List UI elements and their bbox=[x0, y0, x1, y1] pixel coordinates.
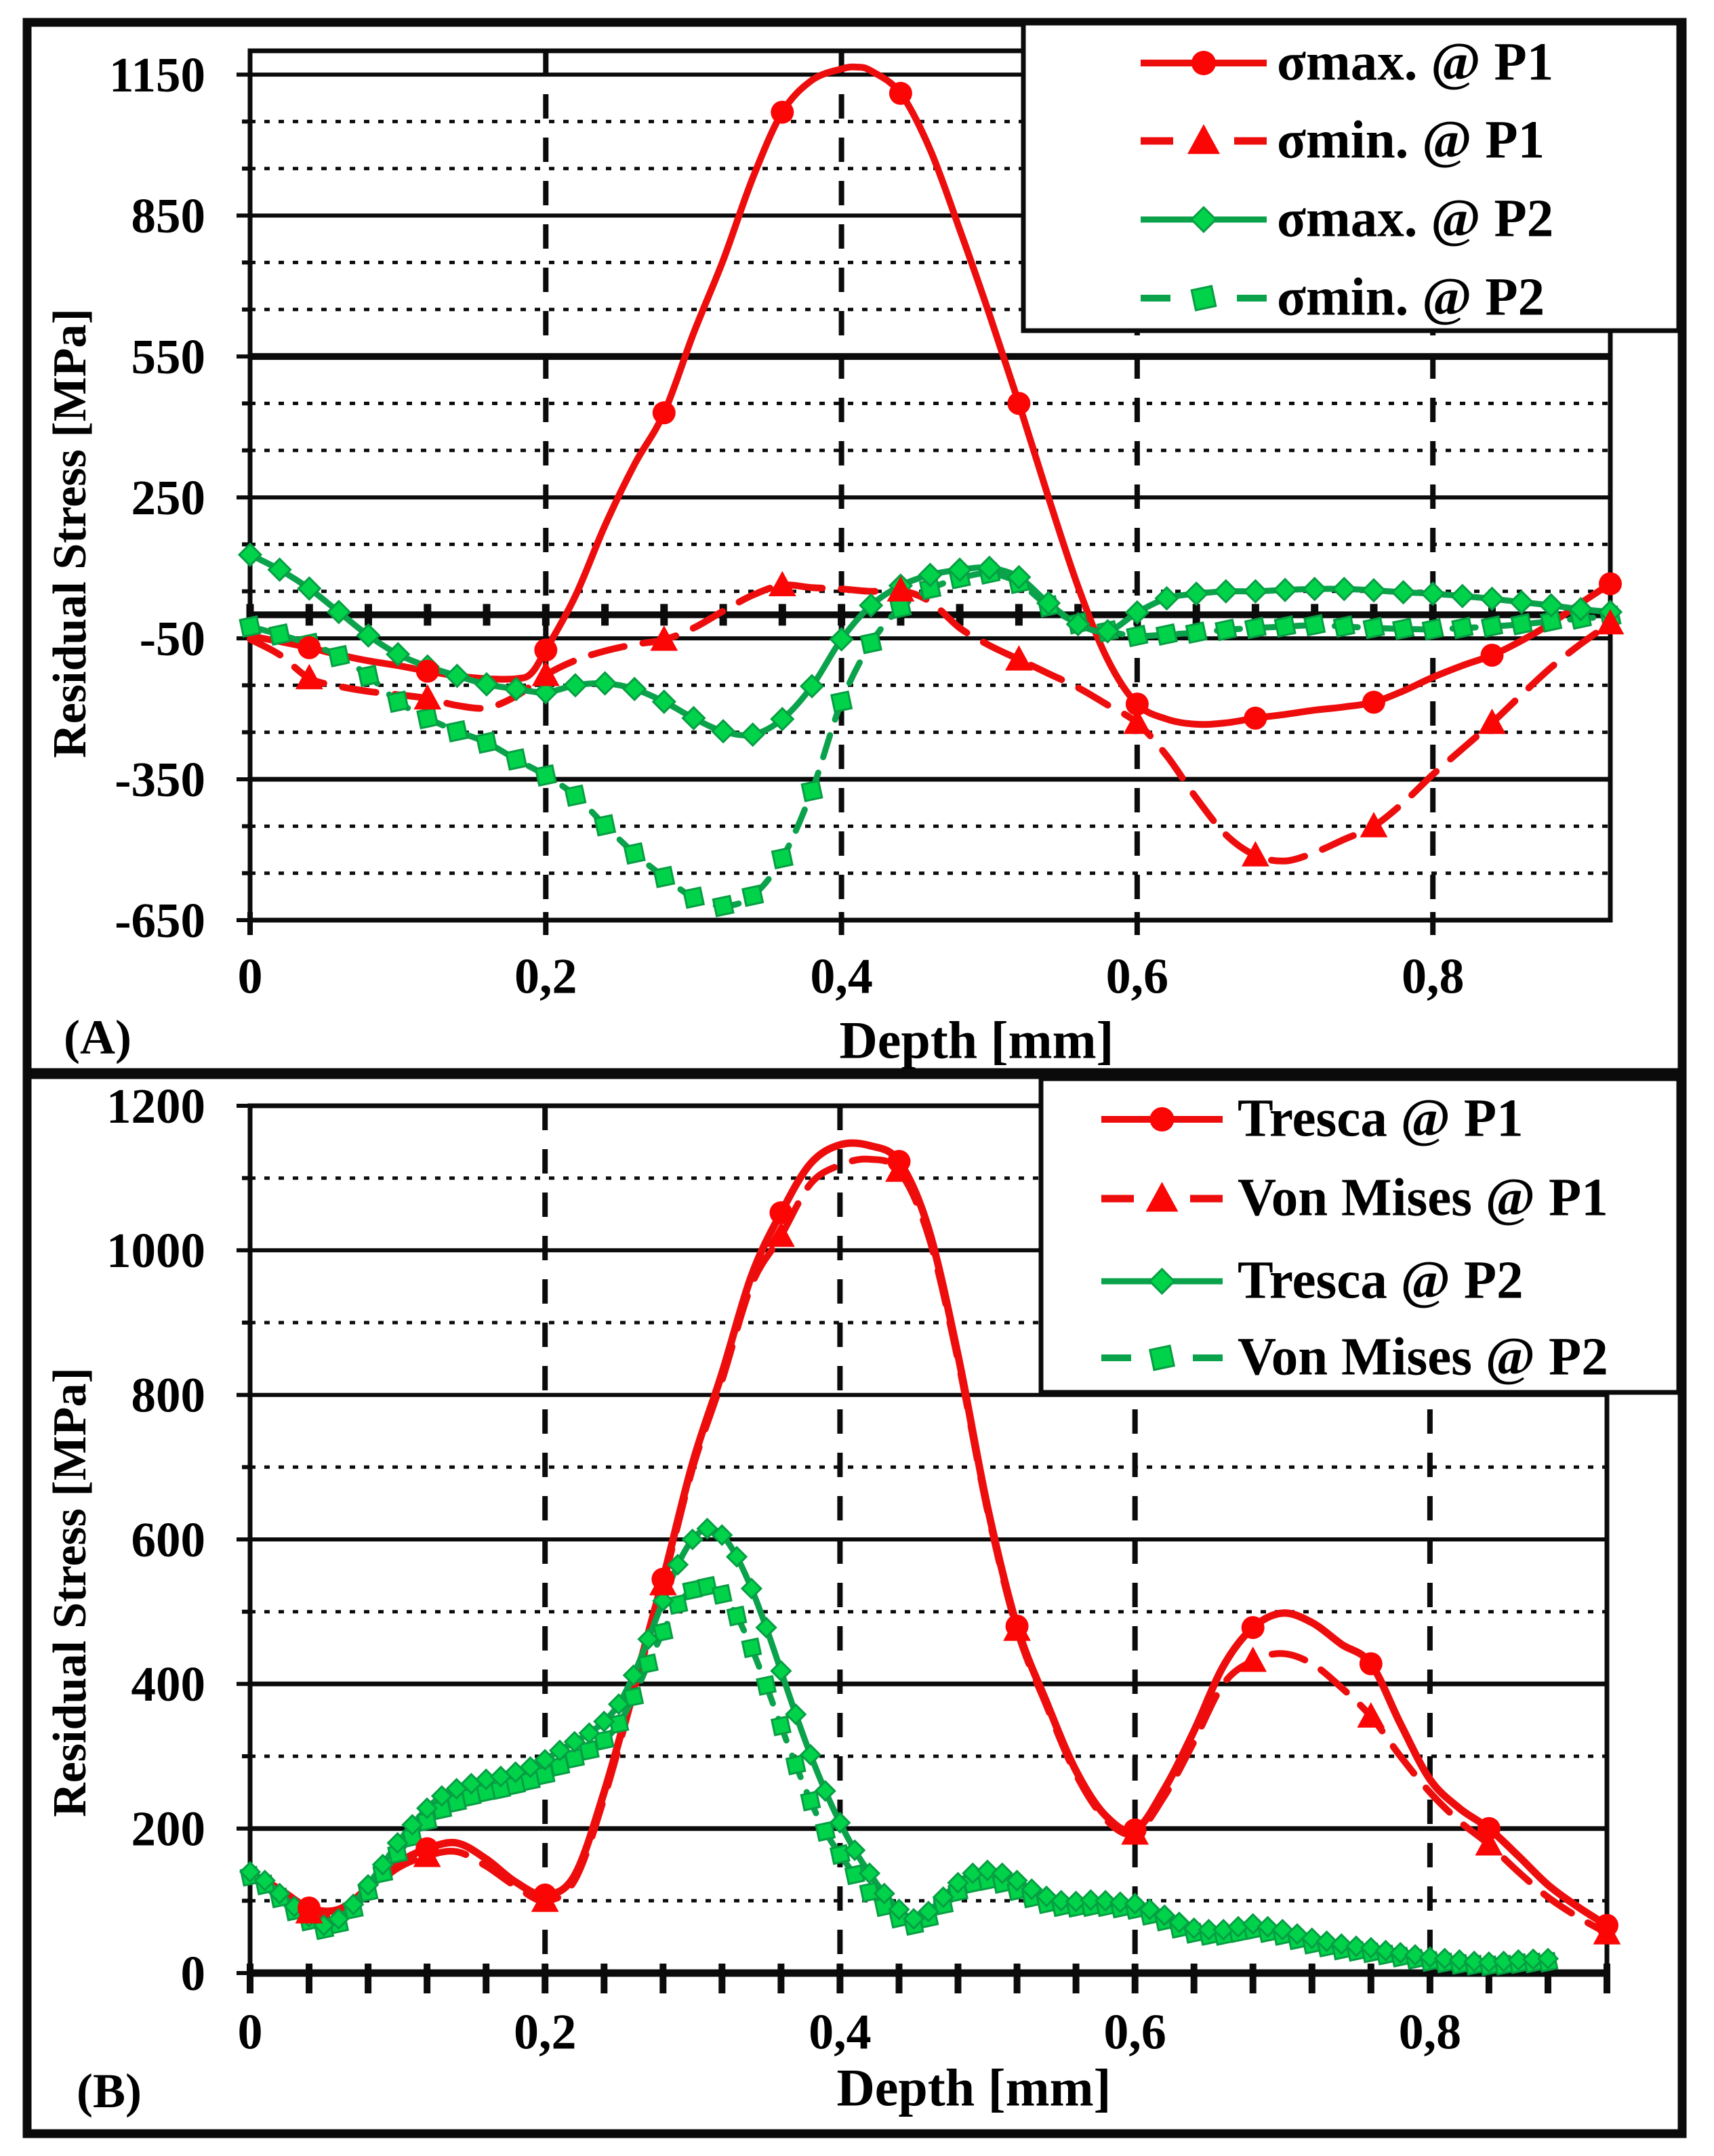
svg-text:0,2: 0,2 bbox=[514, 949, 577, 1004]
svg-text:σmax. @ P2: σmax. @ P2 bbox=[1277, 189, 1553, 248]
svg-text:0,2: 0,2 bbox=[514, 2004, 577, 2060]
svg-text:Residual Stress [MPa]: Residual Stress [MPa] bbox=[44, 1367, 96, 1817]
svg-text:σmin. @ P2: σmin. @ P2 bbox=[1277, 268, 1545, 327]
svg-text:Von Mises @ P2: Von Mises @ P2 bbox=[1238, 1327, 1608, 1386]
svg-text:550: 550 bbox=[131, 329, 206, 384]
svg-text:800: 800 bbox=[131, 1367, 206, 1422]
svg-text:Von Mises @ P1: Von Mises @ P1 bbox=[1238, 1168, 1608, 1227]
svg-text:(A): (A) bbox=[64, 1010, 131, 1064]
svg-text:σmin. @ P1: σmin. @ P1 bbox=[1277, 110, 1545, 169]
svg-text:0: 0 bbox=[238, 2004, 263, 2060]
svg-text:Residual Stress [MPa]: Residual Stress [MPa] bbox=[44, 308, 96, 758]
svg-text:0: 0 bbox=[181, 1946, 206, 2001]
svg-text:600: 600 bbox=[131, 1512, 206, 1567]
svg-text:Tresca @ P2: Tresca @ P2 bbox=[1238, 1251, 1524, 1310]
svg-text:-650: -650 bbox=[115, 893, 205, 948]
svg-text:0,4: 0,4 bbox=[809, 2004, 872, 2060]
svg-text:0,6: 0,6 bbox=[1106, 949, 1169, 1004]
svg-text:σmax. @ P1: σmax. @ P1 bbox=[1277, 33, 1553, 91]
svg-text:0,8: 0,8 bbox=[1399, 2004, 1462, 2060]
svg-text:Tresca @ P1: Tresca @ P1 bbox=[1238, 1089, 1524, 1148]
svg-text:-50: -50 bbox=[140, 611, 205, 666]
svg-text:0,4: 0,4 bbox=[810, 949, 873, 1004]
svg-text:Depth [mm]: Depth [mm] bbox=[836, 2058, 1111, 2117]
svg-text:400: 400 bbox=[131, 1657, 206, 1712]
svg-text:850: 850 bbox=[131, 188, 206, 243]
svg-text:1150: 1150 bbox=[109, 47, 205, 102]
svg-text:(B): (B) bbox=[77, 2064, 142, 2118]
svg-text:200: 200 bbox=[131, 1801, 206, 1856]
svg-text:0,6: 0,6 bbox=[1103, 2004, 1166, 2060]
svg-text:250: 250 bbox=[131, 470, 206, 525]
svg-text:Depth [mm]: Depth [mm] bbox=[839, 1011, 1114, 1070]
svg-text:1000: 1000 bbox=[106, 1223, 205, 1278]
svg-text:1200: 1200 bbox=[106, 1079, 205, 1134]
svg-text:0: 0 bbox=[238, 949, 263, 1004]
svg-text:0,8: 0,8 bbox=[1402, 949, 1465, 1004]
svg-text:-350: -350 bbox=[115, 752, 205, 807]
